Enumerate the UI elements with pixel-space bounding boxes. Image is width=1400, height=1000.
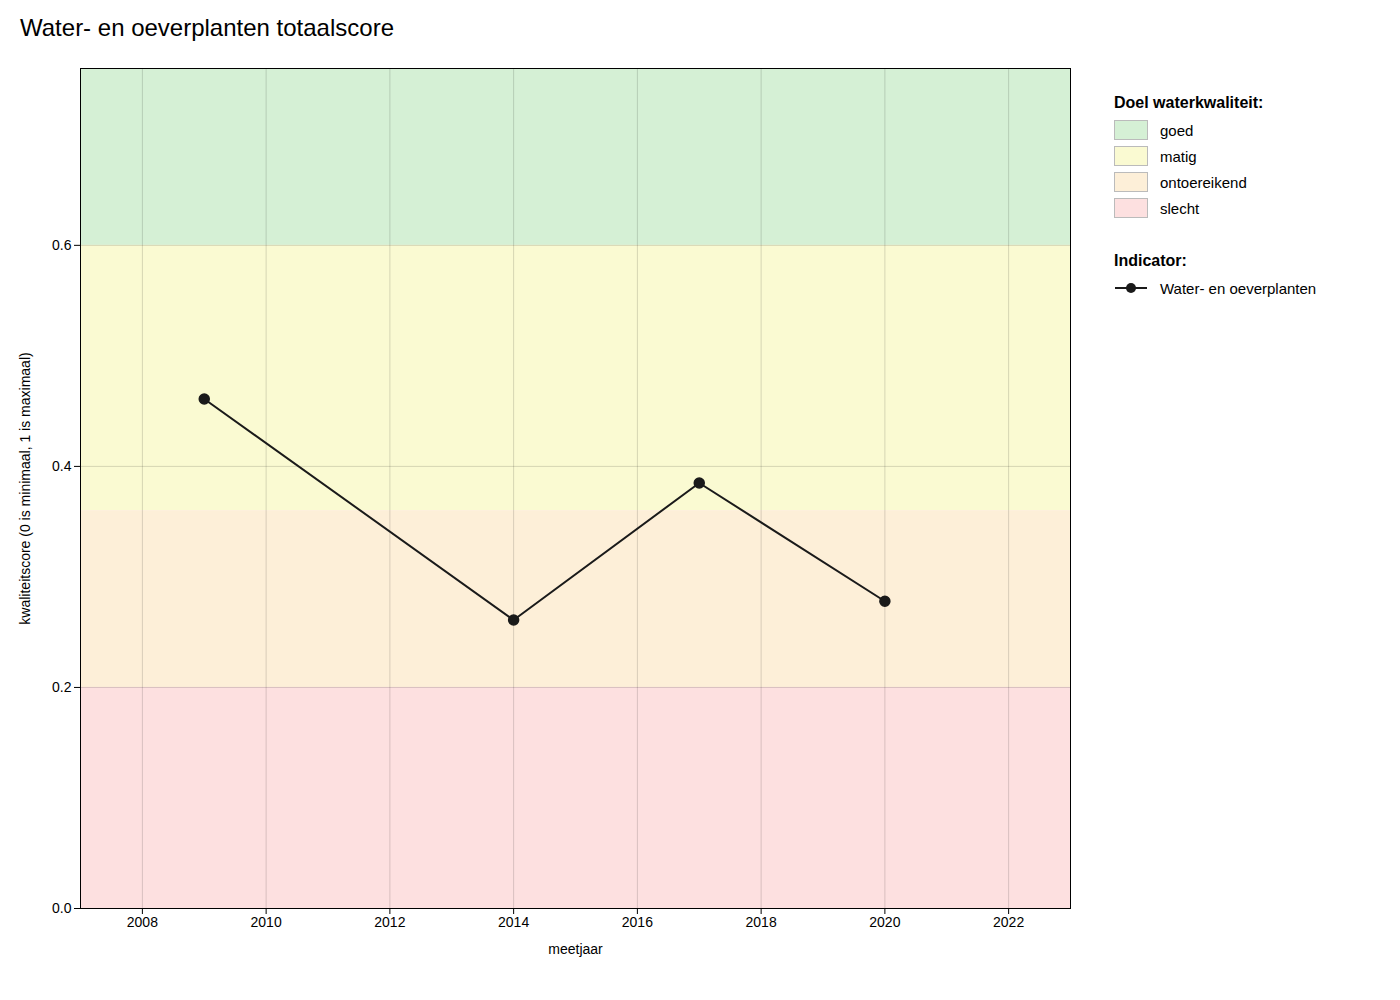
svg-text:2016: 2016 [622,914,653,930]
svg-text:2020: 2020 [869,914,900,930]
html-text:Water- en oeverplanten: Water- en oeverplanten [1160,279,1317,297]
html-text:slecht: slecht [1160,199,1200,217]
svg-text:2008: 2008 [127,914,158,930]
html-text:matig: matig [1160,147,1197,165]
html-text:Water- en oeverplanten totaals: Water- en oeverplanten totaalscore [20,14,394,41]
svg-text:kwaliteitscore (0 is minimaal,: kwaliteitscore (0 is minimaal, 1 is maxi… [17,352,33,624]
svg-text:2012: 2012 [374,914,405,930]
svg-text:2010: 2010 [251,914,282,930]
html-text:goed: goed [1160,121,1194,139]
svg-text:meetjaar: meetjaar [548,941,603,957]
html-text:Indicator:: Indicator: [1114,252,1187,269]
svg-text:2022: 2022 [993,914,1024,930]
html-text:ontoereikend: ontoereikend [1160,173,1247,191]
html-text:Doel waterkwaliteit:: Doel waterkwaliteit: [1114,94,1264,111]
svg-text:2018: 2018 [746,914,777,930]
svg-text:0.4: 0.4 [52,458,72,474]
svg-text:2014: 2014 [498,914,529,930]
svg-text:0.6: 0.6 [52,237,72,253]
svg-text:0.2: 0.2 [52,679,72,695]
svg-text:0.0: 0.0 [52,900,72,916]
